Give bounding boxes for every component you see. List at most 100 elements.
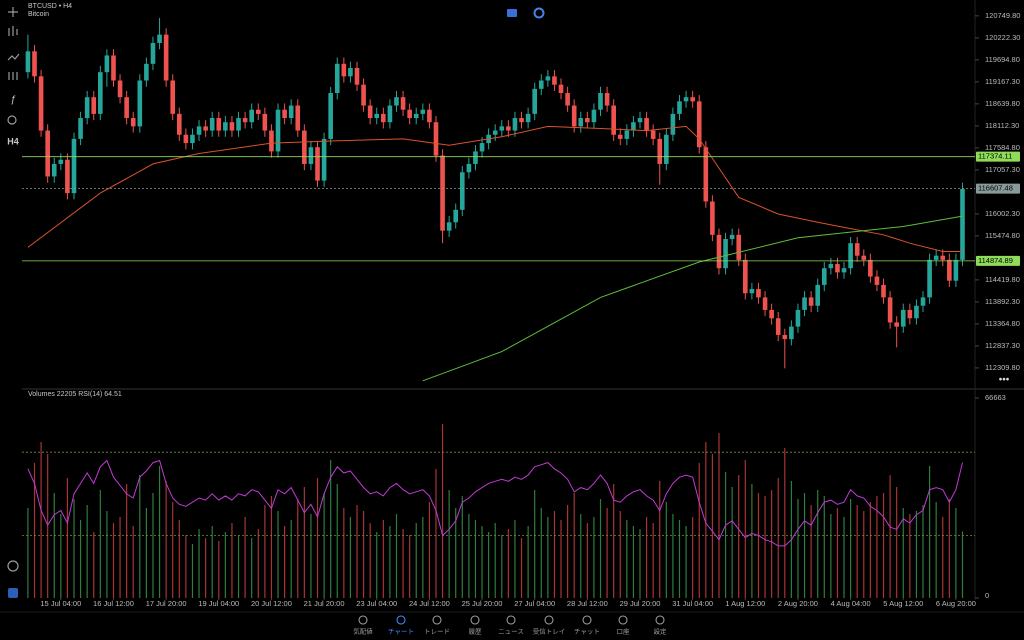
candle-body xyxy=(729,234,735,240)
candle-body xyxy=(947,259,952,281)
nav-label[interactable]: 気配値 xyxy=(353,627,373,636)
nav-label[interactable]: チャート xyxy=(388,628,414,636)
candle-body xyxy=(341,63,347,77)
nav-icon[interactable] xyxy=(582,615,592,625)
y-tick-label: 112309.80 xyxy=(985,363,1020,372)
nav-label[interactable]: 設定 xyxy=(654,627,668,636)
indicator-label: Volumes 22205 RSI(14) 64.51 xyxy=(28,391,122,398)
app-icon[interactable] xyxy=(8,588,18,598)
candle-body xyxy=(170,80,176,114)
nav-label[interactable]: 履歴 xyxy=(469,628,483,636)
candle-body xyxy=(933,255,939,260)
candle-body xyxy=(78,118,83,139)
candle-body xyxy=(762,297,768,310)
candle-body xyxy=(519,118,524,123)
candle-body xyxy=(756,289,761,298)
nav-icon[interactable] xyxy=(432,615,442,625)
candle-body xyxy=(637,118,643,123)
candle-body xyxy=(578,118,584,127)
moving-average xyxy=(422,215,963,382)
candle-body xyxy=(203,126,208,131)
candle-body xyxy=(249,109,254,123)
candle-body xyxy=(611,105,616,135)
candle-body xyxy=(920,297,926,306)
candle-body xyxy=(216,118,222,131)
candle-body xyxy=(914,305,919,319)
candle-body xyxy=(690,97,695,102)
candle-body xyxy=(190,134,195,144)
crosshair-icon[interactable] xyxy=(8,7,18,17)
nav-icon[interactable] xyxy=(470,615,480,625)
nav-icon[interactable] xyxy=(544,615,554,625)
candle-body xyxy=(716,234,722,269)
candle-body xyxy=(38,76,44,131)
clock-icon[interactable] xyxy=(7,560,19,572)
candle-body xyxy=(696,101,702,148)
candle-body xyxy=(459,172,465,210)
candle-body xyxy=(953,259,959,281)
candle-body xyxy=(789,326,794,340)
y-tick-label: 120749.80 xyxy=(985,11,1020,20)
candle-body xyxy=(598,93,603,110)
nav-label[interactable]: チャット xyxy=(574,628,600,636)
candle-body xyxy=(124,97,129,119)
nav-icon[interactable] xyxy=(655,615,665,625)
candle-body xyxy=(881,284,886,298)
candle-body xyxy=(815,284,821,306)
nav-icon[interactable] xyxy=(358,615,368,625)
candle-body xyxy=(367,105,373,119)
candle-body xyxy=(874,276,880,285)
nav-icon[interactable] xyxy=(506,615,516,625)
y-tick-label: 113892.30 xyxy=(985,297,1020,306)
candle-body xyxy=(940,255,946,260)
more-button[interactable]: ••• xyxy=(999,375,1010,386)
symbol: BTCUSD • H4 xyxy=(28,3,72,10)
candle-body xyxy=(209,118,215,131)
symbol-name: Bitcoin xyxy=(28,11,49,18)
x-tick-label: 6 Aug 20:00 xyxy=(936,599,976,608)
objects-icon[interactable] xyxy=(8,72,18,80)
candle-body xyxy=(506,126,511,131)
x-tick-label: 15 Jul 04:00 xyxy=(40,599,81,608)
x-tick-label: 21 Jul 20:00 xyxy=(304,599,345,608)
candle-body xyxy=(381,113,386,123)
x-tick-label: 5 Aug 12:00 xyxy=(883,599,923,608)
volume-tick-label: 66663 xyxy=(985,393,1006,402)
timeframe[interactable]: H4 xyxy=(7,136,19,146)
nav-label[interactable]: 受信トレイ xyxy=(533,627,566,636)
top-icon[interactable] xyxy=(533,7,545,19)
candle-body xyxy=(32,51,37,77)
x-tick-label: 4 Aug 04:00 xyxy=(831,599,871,608)
nav-icon[interactable] xyxy=(396,615,406,625)
candle-body xyxy=(130,118,136,127)
candle-body xyxy=(808,297,814,306)
candle-body xyxy=(282,109,287,119)
candle-body xyxy=(565,93,570,106)
candle-body xyxy=(65,159,70,194)
candle-body xyxy=(960,188,965,260)
x-tick-label: 31 Jul 04:00 xyxy=(672,599,713,608)
nav-label[interactable]: トレード xyxy=(424,629,450,636)
candle-body xyxy=(604,93,610,106)
x-tick-label: 1 Aug 12:00 xyxy=(725,599,765,608)
top-icon[interactable] xyxy=(507,9,517,17)
candle-body xyxy=(854,243,860,256)
chart-type-icon[interactable] xyxy=(8,26,18,36)
candle-body xyxy=(427,109,432,123)
candle-body xyxy=(887,297,893,323)
search-icon[interactable] xyxy=(7,115,17,125)
candle-body xyxy=(736,234,742,260)
nav-icon[interactable] xyxy=(618,615,628,625)
nav-label[interactable]: ニュース xyxy=(498,628,524,636)
left-toolbar: ƒ H4 xyxy=(7,7,20,598)
candle-body xyxy=(558,84,564,94)
candle-body xyxy=(255,109,261,114)
function-icon[interactable]: ƒ xyxy=(10,95,16,106)
indicators-icon[interactable] xyxy=(7,53,20,61)
candle-body xyxy=(420,109,426,114)
nav-label[interactable]: 口座 xyxy=(617,627,631,636)
x-tick-label: 16 Jul 12:00 xyxy=(93,599,134,608)
candle-body xyxy=(868,259,873,277)
candle-body xyxy=(229,122,235,131)
